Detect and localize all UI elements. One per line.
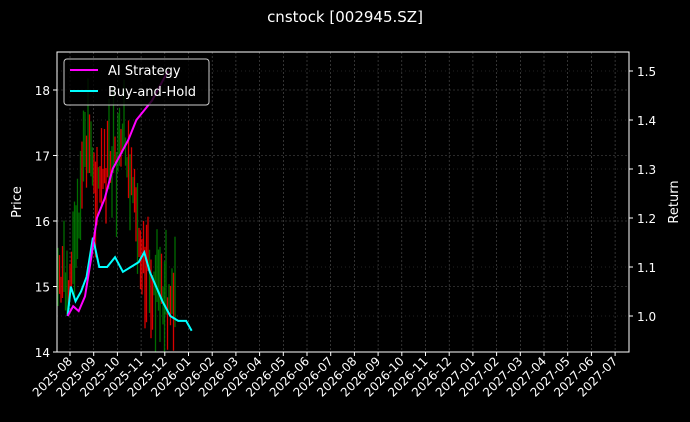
y-tick-label-left: 15 (35, 281, 50, 295)
y-tick-label-right: 1.3 (637, 163, 656, 177)
y-axis-left: 14 15 16 17 18 (35, 84, 57, 360)
price-candles (57, 78, 176, 353)
buy-and-hold-line (66, 237, 193, 332)
y-tick-label-left: 16 (35, 215, 50, 229)
y-tick-label-left: 14 (35, 346, 50, 360)
chart-title: cnstock [002945.SZ] (267, 8, 423, 26)
y-tick-label-right: 1.2 (637, 212, 656, 226)
y-axis-right: 1.0 1.1 1.2 1.3 1.4 1.5 (629, 65, 656, 324)
y-axis-label-right: Return (667, 180, 682, 223)
grid-lines (57, 52, 629, 353)
y-tick-label-right: 1.5 (637, 65, 656, 79)
y-tick-label-right: 1.0 (637, 310, 656, 324)
legend: AI Strategy Buy-and-Hold (63, 58, 210, 106)
y-tick-label-right: 1.1 (637, 261, 656, 275)
x-axis: 2025-082025-092025-102025-112025-122026-… (30, 352, 620, 400)
y-tick-label-right: 1.4 (637, 114, 656, 128)
legend-label-ai: AI Strategy (108, 64, 181, 79)
y-axis-label-left: Price (10, 186, 25, 218)
plot-frame (56, 51, 630, 353)
y-tick-label-left: 17 (35, 150, 50, 164)
legend-label-bh: Buy-and-Hold (108, 85, 196, 100)
y-tick-label-left: 18 (35, 84, 50, 98)
